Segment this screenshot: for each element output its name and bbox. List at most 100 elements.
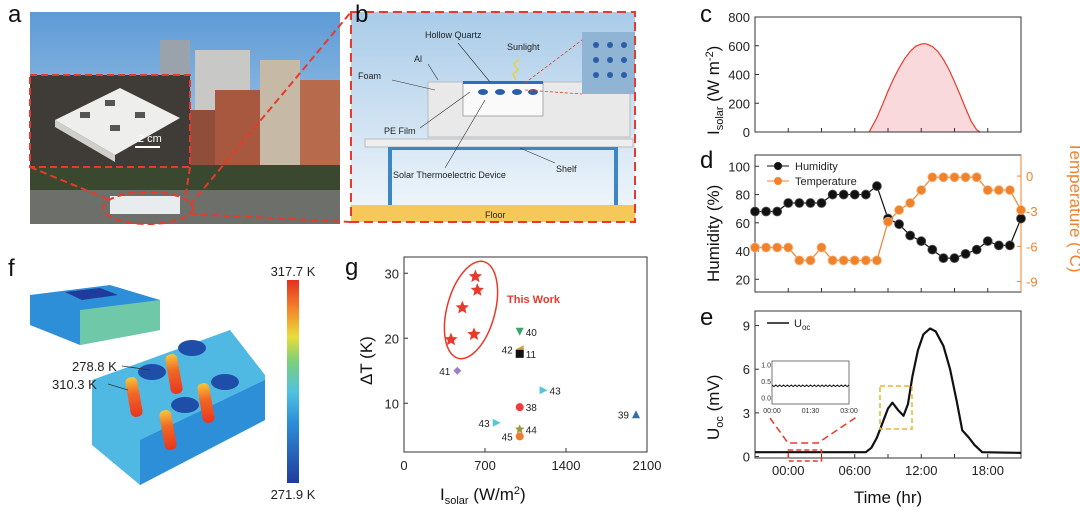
humidity-point (1005, 240, 1015, 251)
panel-letter-d: d (700, 147, 713, 174)
ref-label-41: 41 (439, 367, 451, 378)
x-tick-label: 0 (400, 458, 407, 473)
y-tick-label: 600 (728, 39, 750, 54)
ref-label-43: 43 (479, 419, 491, 430)
ref-marker-43 (539, 386, 548, 395)
label-device: Solar Thermoelectric Device (393, 170, 506, 180)
y-tick-label: 3 (743, 406, 750, 421)
label-floor: Floor (485, 210, 506, 220)
y-tick-label: 6 (743, 362, 750, 377)
this-work-ellipse (443, 260, 499, 360)
temperature-point (794, 255, 805, 266)
panel-letter-a: a (8, 1, 22, 28)
annotation-278-8: 278.8 K (72, 359, 117, 374)
temperature-point (894, 205, 904, 215)
humidity-point (750, 206, 760, 217)
humidity-point (794, 198, 805, 208)
inset-y-tick-label: 0.5 (761, 379, 771, 386)
humidity-point (971, 244, 982, 255)
ref-marker-43 (492, 418, 501, 427)
temperature-point (860, 255, 871, 266)
temperature-point (872, 255, 882, 266)
ref-label-43: 43 (550, 386, 562, 397)
chart-c-solar-irradiance: 0 200 400 600 800 (728, 10, 1022, 140)
ref-label-45: 45 (502, 432, 514, 443)
inset-frame (771, 360, 850, 405)
humidity-point (1016, 213, 1026, 224)
chart-c-ylabel: Isolar (W m-2) (704, 46, 726, 135)
legend-humidity-marker (774, 162, 782, 170)
inset-x-tick-label: 03:00 (840, 408, 858, 415)
x-tick-label: 12:00 (905, 463, 938, 478)
temperature-point (916, 185, 927, 196)
inset-source-box (787, 449, 823, 462)
this-work-star (467, 327, 481, 341)
y-tick-label: 200 (728, 96, 750, 111)
annotation-310-3: 310.3 K (52, 377, 97, 392)
ref-marker-40 (515, 327, 524, 336)
x-tick-label: 2100 (633, 458, 662, 473)
y-right-tick-label: 0 (1026, 169, 1033, 184)
this-work-label: This Work (507, 294, 561, 306)
this-work-star (468, 269, 483, 283)
temperature-point (849, 255, 860, 266)
humidity-point (783, 198, 794, 208)
humidity-point (827, 189, 838, 200)
label-shelf: Shelf (556, 164, 577, 174)
scale-bar-label: 2 cm (138, 133, 162, 145)
plot-frame (403, 256, 648, 453)
y-tick-label: 10 (385, 396, 399, 411)
temperature-point (982, 185, 993, 196)
chart-e-xlabel: Time (hr) (854, 488, 922, 507)
temperature-point (783, 242, 794, 253)
temperature-point (1016, 205, 1026, 215)
y-right-tick-label: -6 (1026, 239, 1038, 254)
temperature-point (949, 172, 960, 183)
panel-letter-f: f (8, 255, 15, 282)
label-pe-film: PE Film (384, 126, 416, 136)
humidity-point (761, 206, 771, 217)
legend-temperature-label: Temperature (795, 176, 857, 188)
panel-f-thermal-simulation (30, 280, 299, 485)
chart-e-ylabel: Uoc (mV) (704, 375, 726, 440)
highlight-box (879, 385, 913, 430)
temperature-point (761, 242, 771, 253)
inset-line (771, 384, 850, 388)
y-right-tick-label: -9 (1026, 274, 1038, 289)
ref-marker-44 (514, 424, 525, 434)
label-sunlight: Sunlight (507, 42, 540, 52)
temperature-point (827, 255, 838, 266)
temperature-point (927, 172, 938, 183)
y-tick-label: 30 (385, 266, 399, 281)
this-work-star (444, 332, 458, 346)
y-tick-label: 100 (728, 159, 750, 174)
y-right-tick-label: -3 (1026, 204, 1038, 219)
chart-g-ylabel: ΔT (K) (357, 336, 376, 385)
solar-area (869, 43, 980, 132)
ref-label-39: 39 (618, 410, 630, 421)
temperature-point (750, 242, 760, 253)
y-tick-label: 60 (736, 216, 750, 231)
y-tick-label: 20 (736, 272, 750, 287)
this-work-star (470, 283, 485, 296)
panel-letter-g: g (345, 254, 358, 281)
y-tick-label: 400 (728, 68, 750, 83)
panel-b-schematic: Hollow Quartz Sunlight Al Foam PE Film S… (350, 11, 636, 223)
x-tick-label: 700 (474, 458, 496, 473)
colorbar-min-label: 271.9 K (271, 487, 316, 502)
humidity-point (860, 189, 871, 200)
humidity-point (949, 253, 960, 264)
temperature-point (805, 255, 816, 266)
humidity-point (938, 253, 949, 264)
temperature-point (993, 185, 1004, 196)
label-foam: Foam (358, 71, 381, 81)
inset-connector (769, 415, 859, 444)
chart-d-humidity-temperature: 20 40 60 80 100 -9 -6 -3 0 Humidity Temperature (728, 154, 1038, 293)
label-hollow-quartz: Hollow Quartz (425, 30, 482, 40)
y-tick-label: 0 (743, 450, 750, 465)
temperature-point (960, 172, 971, 183)
humidity-point (960, 248, 971, 259)
temperature-point (971, 172, 982, 183)
temperature-point (1005, 185, 1015, 196)
